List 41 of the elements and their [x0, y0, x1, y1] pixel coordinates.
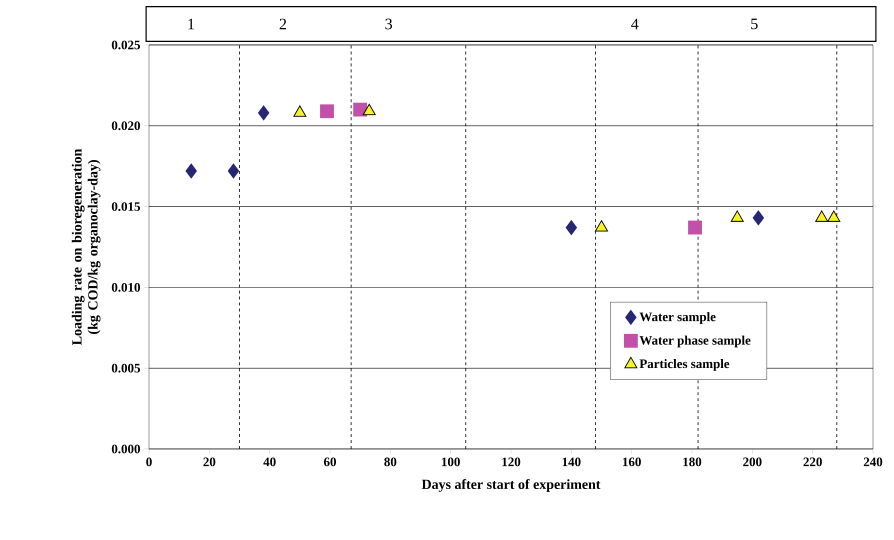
text: 5	[751, 18, 758, 30]
x-tick-label: 200	[743, 458, 762, 466]
x-tick-label: 240	[864, 458, 882, 466]
point	[320, 104, 334, 118]
x-tick-label: 120	[502, 458, 520, 466]
point	[353, 102, 368, 117]
point	[566, 220, 578, 236]
point	[186, 164, 197, 178]
y-axis-title: Loading rate on bioregeneration (kg COD/kg organoclay-day)	[72, 148, 101, 346]
x-tick-label: 100	[442, 458, 460, 466]
point	[827, 210, 840, 222]
text: 2	[280, 18, 286, 30]
point	[228, 164, 240, 178]
x-tick-label: 180	[683, 458, 702, 466]
y-tick-label: 0.015	[112, 202, 140, 211]
point	[815, 210, 828, 222]
x-tick-label: 220	[804, 458, 822, 466]
text: 3	[385, 18, 392, 30]
x-axis-title: Days after start of experiment	[422, 479, 600, 492]
legend-label: Water phase sample	[640, 336, 750, 348]
x-tick-label: 0	[146, 458, 152, 466]
y-tick-label: 0.020	[112, 121, 140, 130]
x-tick-label: 40	[263, 458, 276, 466]
point	[258, 105, 270, 120]
y-tick-label: 0.010	[112, 282, 140, 292]
point	[688, 220, 702, 235]
x-tick-label: 60	[324, 458, 336, 466]
y-tick-label: 0.000	[112, 444, 140, 454]
x-tick-label: 80	[384, 458, 396, 466]
point	[730, 210, 744, 222]
legend-label: Particles sample	[640, 359, 730, 371]
x-tick-label: 140	[562, 458, 581, 466]
point	[595, 220, 608, 232]
point	[752, 210, 764, 226]
legend-label: Water sample	[640, 312, 716, 324]
x-tick-label: 160	[622, 458, 641, 466]
text: 1	[188, 18, 194, 30]
y-tick-label: 0.025	[112, 40, 140, 50]
text: 4	[631, 18, 639, 30]
x-tick-label: 20	[203, 458, 216, 466]
y-tick-label: 0.005	[112, 364, 140, 373]
